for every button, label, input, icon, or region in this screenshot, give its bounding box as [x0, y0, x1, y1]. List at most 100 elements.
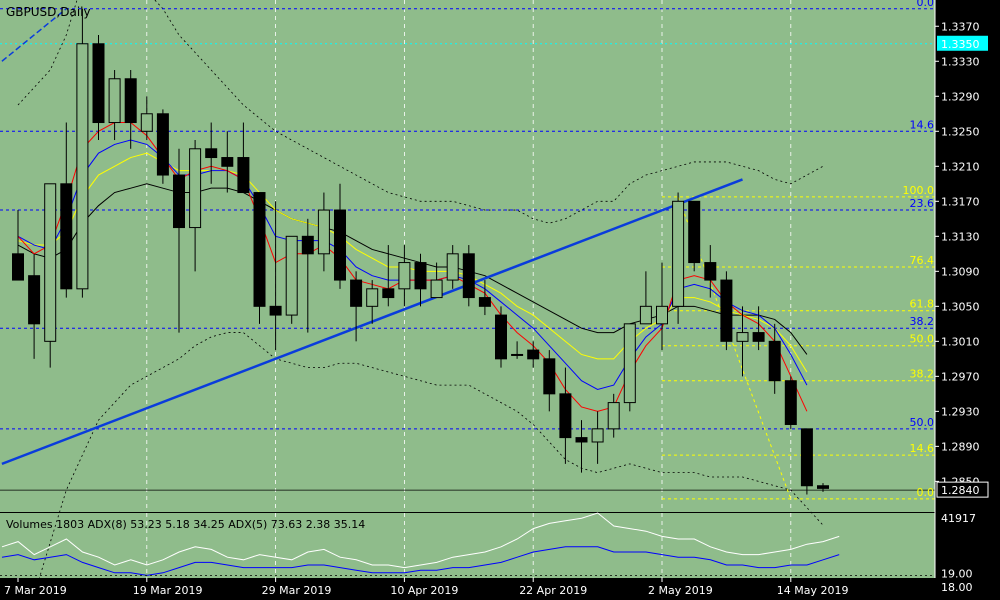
adx-line — [1, 512, 840, 569]
fib-blue-label: 38.2 — [910, 315, 935, 328]
candle-body[interactable] — [44, 183, 57, 342]
x-tick-label: 22 Apr 2019 — [519, 584, 587, 597]
adx-panel — [0, 512, 935, 576]
candle-body[interactable] — [672, 200, 685, 307]
candle-body[interactable] — [366, 288, 379, 307]
candle-body[interactable] — [720, 279, 733, 342]
y-tick-label: 1.2930 — [941, 405, 980, 418]
y-tick-label: 1.3010 — [941, 335, 980, 348]
x-tick-label: 10 Apr 2019 — [390, 584, 458, 597]
candle-body[interactable] — [446, 253, 459, 281]
x-tick-label: 14 May 2019 — [777, 584, 849, 597]
indicator-tick-label: 18.00 — [941, 581, 973, 594]
candle-body[interactable] — [253, 192, 266, 307]
y-tick-label: 1.3090 — [941, 265, 980, 278]
y-tick-label: 1.3130 — [941, 230, 980, 243]
fib-yellow-label: 0.0 — [917, 486, 935, 499]
candle-body[interactable] — [12, 253, 24, 281]
candle-body[interactable] — [478, 297, 491, 307]
candle-body[interactable] — [559, 393, 572, 439]
candle-body[interactable] — [269, 305, 282, 316]
candle-body[interactable] — [92, 43, 105, 124]
candle-body[interactable] — [398, 262, 411, 290]
candle-body[interactable] — [623, 323, 636, 404]
fib-blue-label: 0.0 — [917, 0, 935, 9]
candle-body[interactable] — [140, 113, 153, 132]
candle-body[interactable] — [511, 353, 524, 356]
candle-body[interactable] — [768, 340, 781, 382]
fib-blue-label: 23.6 — [910, 197, 935, 210]
fib-yellow-label: 14.6 — [910, 442, 935, 455]
candle-body[interactable] — [784, 380, 797, 425]
candle-body[interactable] — [817, 485, 829, 489]
y-tick-label: 1.2890 — [941, 440, 980, 453]
marker-price-label: 1.3350 — [941, 38, 980, 51]
candle-body[interactable] — [221, 157, 234, 167]
indicator-tick-label: 19.00 — [941, 567, 973, 580]
fib-yellow-label: 100.0 — [903, 184, 935, 197]
y-tick-label: 1.3330 — [941, 55, 980, 68]
chart-title: GBPUSD,Daily — [6, 5, 91, 19]
candle-body[interactable] — [108, 78, 121, 124]
trendline-upper[interactable] — [1, 8, 67, 62]
fib-yellow-label: 76.4 — [910, 254, 935, 267]
time-axis: 7 Mar 2019 19 Mar 2019 29 Mar 2019 10 Apr 2… — [4, 578, 849, 597]
band-upper-line — [17, 0, 824, 224]
x-tick-label: 7 Mar 2019 — [4, 584, 67, 597]
candle-body[interactable] — [543, 358, 556, 395]
candle-body[interactable] — [430, 279, 443, 299]
candle-body[interactable] — [575, 437, 588, 443]
candle-body[interactable] — [124, 78, 137, 124]
candle-body[interactable] — [656, 305, 668, 325]
y-tick-label: 1.3050 — [941, 300, 980, 313]
candle-body[interactable] — [60, 183, 73, 290]
y-tick-label: 1.2970 — [941, 370, 980, 383]
candle-body[interactable] — [382, 288, 395, 299]
candle-body[interactable] — [688, 200, 701, 264]
candlesticks[interactable] — [12, 8, 829, 495]
fibonacci-levels: 0.0 14.6 23.6 38.2 50.0 100.0 76.4 61.8 50.0 38.2… — [0, 0, 935, 500]
candle-body[interactable] — [205, 148, 218, 159]
band-lower-line — [31, 332, 824, 600]
candle-body[interactable] — [607, 402, 620, 430]
fib-blue-label: 50.0 — [910, 416, 935, 429]
candle-body[interactable] — [414, 262, 427, 290]
candle-body[interactable] — [285, 235, 298, 316]
current-price-label: 1.2840 — [941, 484, 980, 497]
candle-body[interactable] — [317, 209, 330, 255]
candle-body[interactable] — [28, 275, 41, 325]
candle-body[interactable] — [704, 262, 717, 281]
marker-price-box — [937, 35, 988, 51]
y-tick-label: 1.3170 — [941, 195, 980, 208]
band-lines — [17, 0, 824, 600]
x-tick-label: 19 Mar 2019 — [133, 584, 203, 597]
adx-line — [1, 546, 840, 576]
indicator-tick-label: 41917 — [941, 512, 976, 525]
candle-body[interactable] — [800, 428, 813, 487]
candle-body[interactable] — [350, 279, 363, 307]
candle-body[interactable] — [639, 305, 652, 325]
y-tick-label: 1.3210 — [941, 160, 980, 173]
y-tick-label: 1.3370 — [941, 20, 980, 33]
candle-body[interactable] — [527, 349, 540, 360]
candle-body[interactable] — [495, 314, 507, 360]
candle-body[interactable] — [237, 157, 250, 194]
x-tick-label: 29 Mar 2019 — [262, 584, 332, 597]
candle-body[interactable] — [189, 148, 202, 229]
candle-body[interactable] — [334, 209, 346, 281]
candle-body[interactable] — [156, 113, 169, 176]
fib-blue-label: 14.6 — [910, 118, 935, 131]
candle-body[interactable] — [752, 332, 765, 342]
candle-body[interactable] — [301, 235, 314, 255]
fib-yellow-label: 50.0 — [910, 333, 935, 346]
candle-body[interactable] — [76, 43, 89, 290]
indicator-title: Volumes 1803 ADX(8) 53.23 5.18 34.25 ADX… — [6, 518, 365, 531]
candle-body[interactable] — [462, 253, 475, 299]
y-tick-label: 1.3250 — [941, 125, 980, 138]
price-axis: 1.3370 1.3330 1.3290 1.3250 1.3210 1.3170 1.31… — [934, 0, 989, 594]
candle-body[interactable] — [591, 428, 604, 443]
y-tick-label: 1.3290 — [941, 90, 980, 103]
candle-body[interactable] — [736, 332, 749, 342]
candle-body[interactable] — [173, 174, 185, 229]
